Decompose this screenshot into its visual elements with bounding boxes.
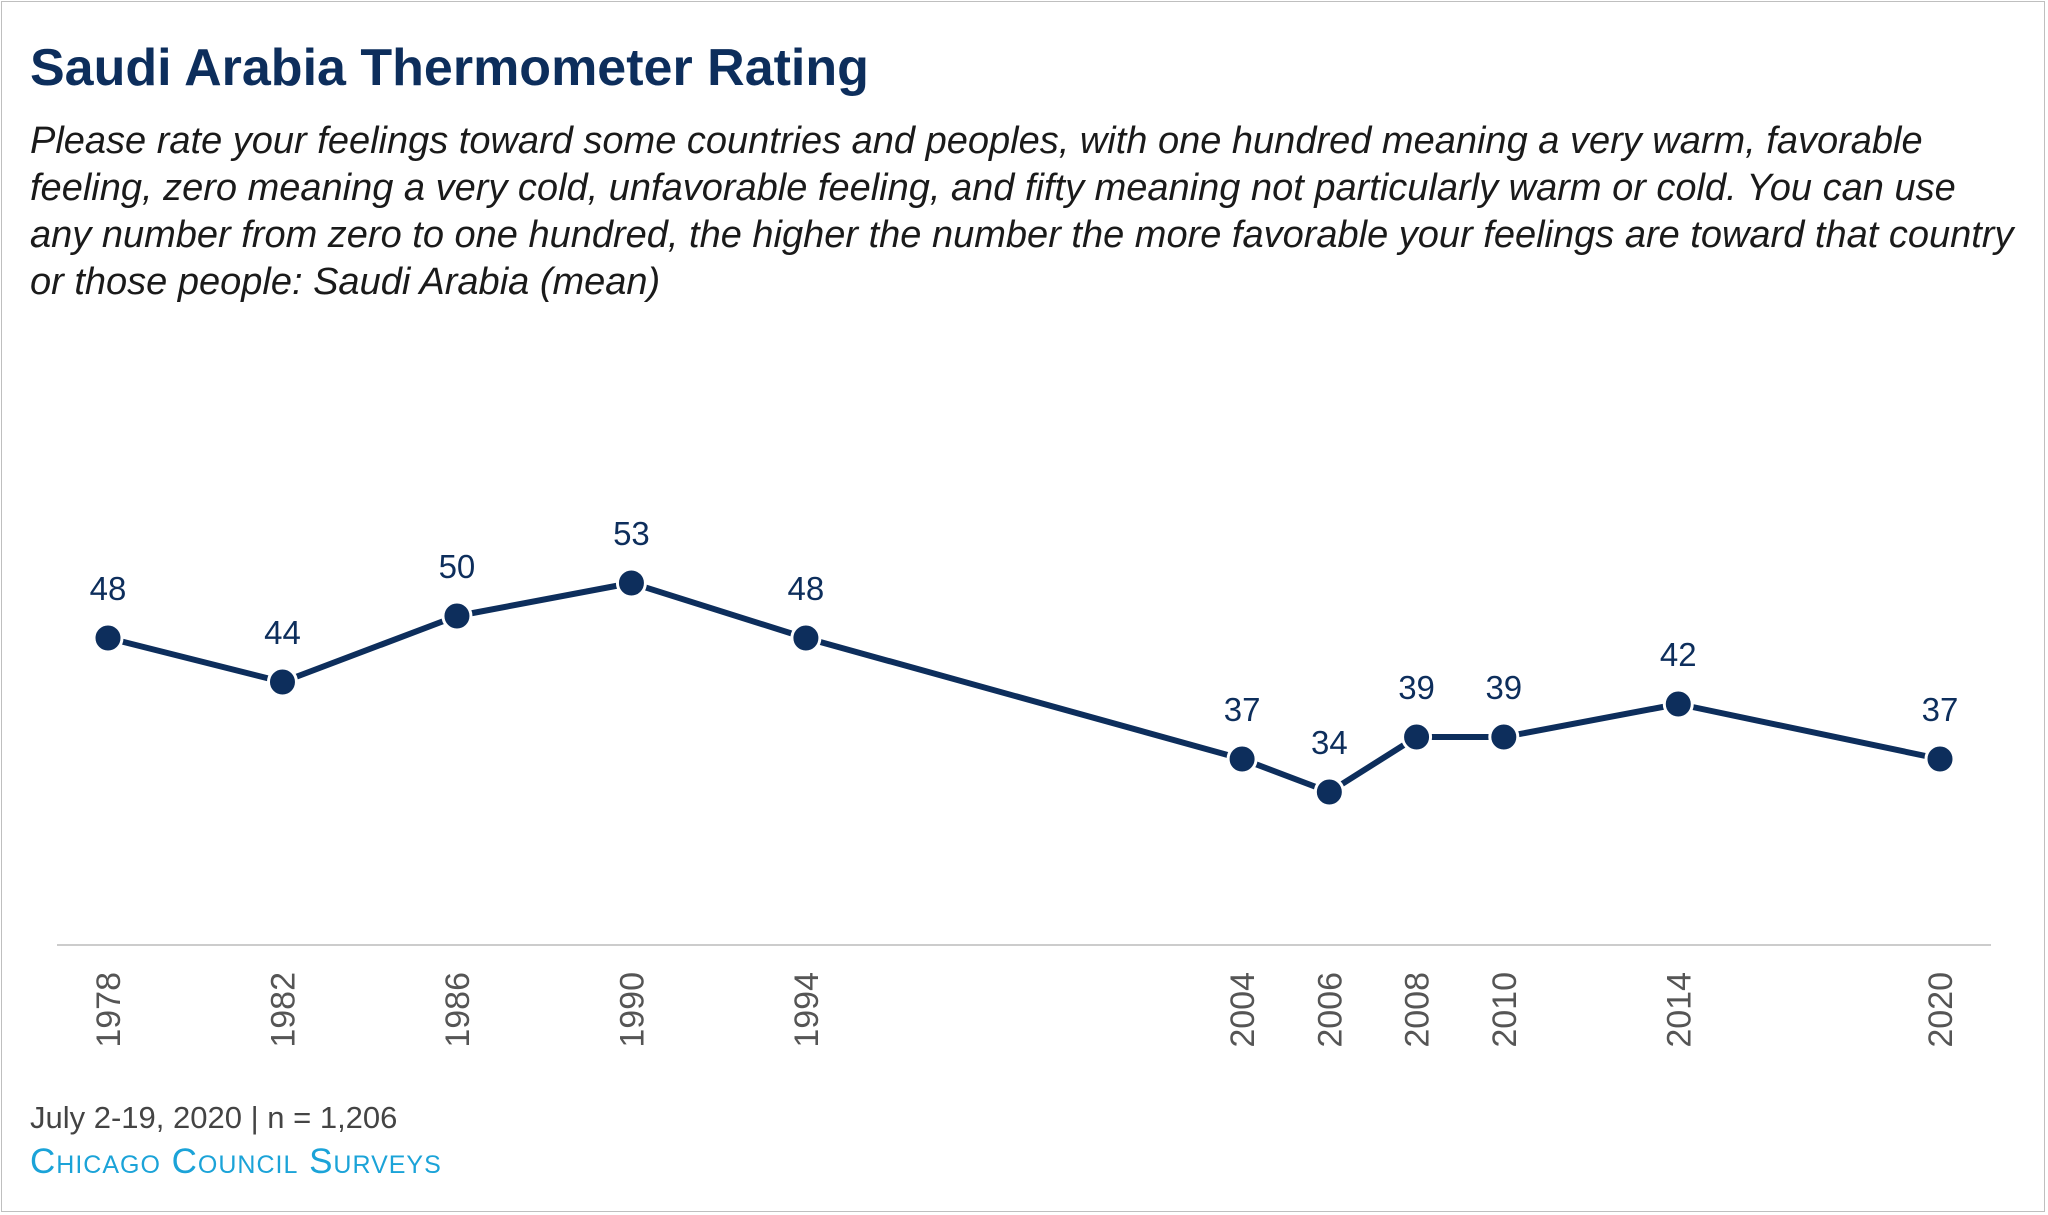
data-label: 53	[613, 515, 650, 552]
x-tick-label: 1990	[613, 972, 651, 1048]
data-label: 37	[1922, 691, 1959, 728]
data-label: 39	[1398, 669, 1435, 706]
data-label: 37	[1224, 691, 1261, 728]
x-tick-label: 2006	[1311, 972, 1349, 1048]
data-label: 50	[439, 548, 476, 585]
data-point	[1226, 743, 1258, 775]
data-point	[1488, 721, 1520, 753]
data-label: 42	[1660, 636, 1697, 673]
x-tick-label: 1986	[439, 972, 477, 1048]
data-point	[1313, 776, 1345, 808]
data-point	[1924, 743, 1956, 775]
data-label: 48	[90, 570, 127, 607]
data-point	[92, 622, 124, 654]
series-layer	[92, 567, 1956, 808]
survey-footnote: July 2-19, 2020 | n = 1,206	[30, 1100, 398, 1135]
data-label: 34	[1311, 724, 1348, 761]
x-tick-label: 2004	[1224, 972, 1262, 1048]
chart-subtitle: Please rate your feelings toward some co…	[30, 120, 2014, 303]
data-point	[1662, 688, 1694, 720]
data-point	[790, 622, 822, 654]
data-point	[441, 600, 473, 632]
data-label-layer: 48 44 50 53 48 37 34 39 39 42 37	[90, 515, 1959, 761]
x-tick-label: 2010	[1486, 972, 1524, 1048]
x-tick-label: 1978	[90, 972, 128, 1048]
data-point	[615, 567, 647, 599]
data-label: 39	[1485, 669, 1522, 706]
x-tick-label: 2020	[1922, 972, 1960, 1048]
data-point	[266, 666, 298, 698]
x-tick-label: 2008	[1399, 972, 1437, 1048]
source-credit: Chicago Council Surveys	[30, 1142, 442, 1181]
x-tick-layer: 1978 1982 1986 1990 1994 2004 2006 2008 2010 2014…	[90, 972, 1960, 1048]
x-tick-label: 1982	[264, 972, 302, 1048]
x-tick-label: 2014	[1660, 972, 1698, 1048]
data-point	[1401, 721, 1433, 753]
data-label: 44	[264, 614, 301, 651]
series-line	[105, 580, 1943, 795]
x-tick-label: 1994	[788, 972, 826, 1048]
chart-title: Saudi Arabia Thermometer Rating	[30, 39, 869, 97]
data-label: 48	[788, 570, 825, 607]
